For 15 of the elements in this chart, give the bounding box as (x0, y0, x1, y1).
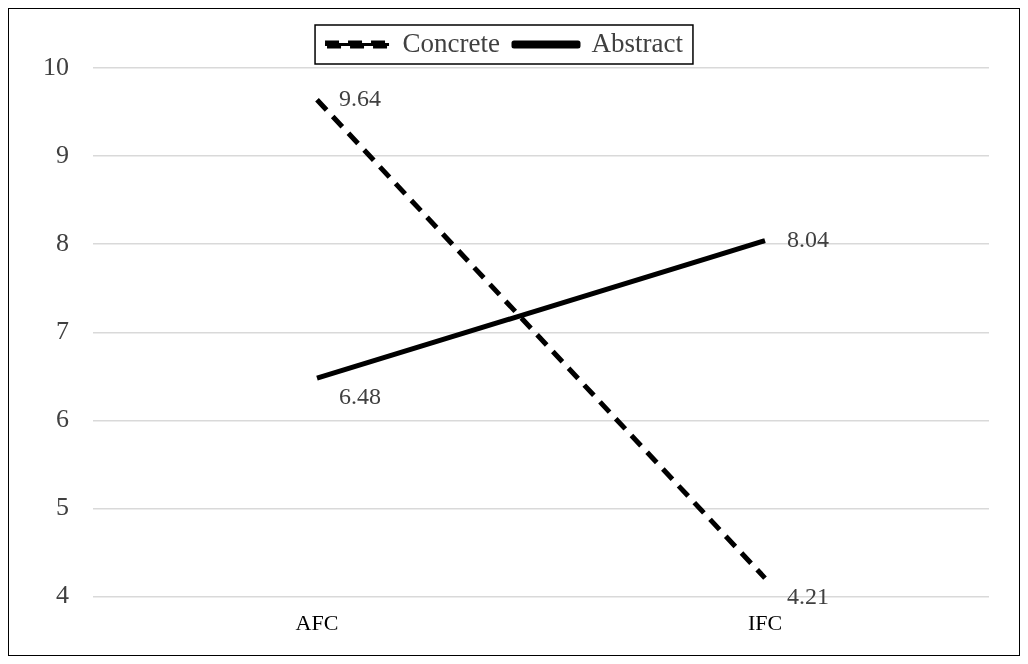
legend-label: Concrete (402, 27, 501, 58)
y-tick-label: 7 (56, 316, 69, 346)
y-tick-label: 8 (56, 228, 69, 258)
x-tick-label: IFC (747, 609, 783, 635)
y-tick-label: 4 (56, 580, 69, 610)
data-label: 4.21 (787, 583, 829, 610)
y-tick-label: 9 (56, 139, 69, 169)
y-tick-label: 10 (43, 51, 69, 81)
data-label: 8.04 (787, 225, 829, 252)
data-label: 6.48 (339, 383, 381, 410)
x-tick-label: AFC (295, 609, 339, 635)
y-tick-label: 6 (56, 404, 69, 434)
data-label: 9.64 (339, 85, 381, 112)
y-tick-label: 5 (56, 492, 69, 522)
legend-label: Abstract (591, 27, 684, 58)
